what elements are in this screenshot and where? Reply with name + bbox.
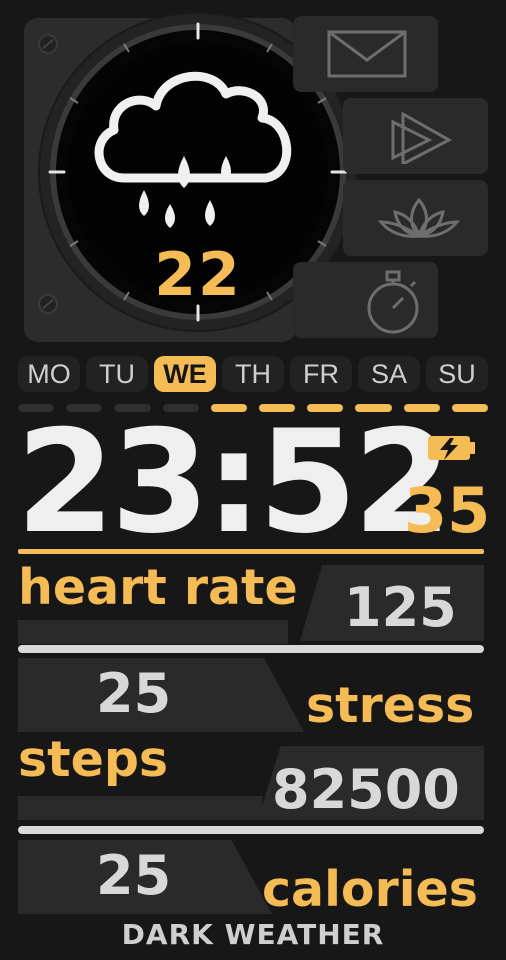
battery-charging-icon	[428, 436, 475, 460]
day-mo: MO	[18, 356, 80, 392]
heart-rate-band	[300, 565, 484, 641]
weekday-strip: MO TU WE TH FR SA SU	[18, 356, 488, 396]
clock-time: 23:52	[16, 400, 452, 565]
dash	[18, 404, 55, 412]
weather-plate	[24, 18, 296, 342]
separator	[18, 826, 484, 834]
progress-dashes	[18, 404, 489, 418]
meditation-button[interactable]	[343, 180, 488, 256]
stopwatch-button[interactable]	[293, 262, 438, 338]
steps-lower-band	[18, 796, 262, 820]
calories-band	[18, 840, 272, 914]
messages-button[interactable]	[293, 16, 438, 92]
dash	[114, 404, 151, 412]
lotus-icon	[377, 197, 461, 239]
dash-active	[403, 404, 440, 412]
stress-band	[18, 658, 304, 732]
heart-rate-value[interactable]: 125	[344, 576, 457, 639]
day-tu: TU	[86, 356, 148, 392]
clock-seconds: 35	[404, 474, 491, 547]
screw-bottom-icon	[38, 294, 58, 314]
heart-rate-lower-band	[18, 620, 288, 644]
steps-label: steps	[18, 731, 169, 788]
watchface-brand: DARK WEATHER	[121, 918, 385, 951]
dash-active	[259, 404, 296, 412]
day-sa: SA	[358, 356, 420, 392]
day-fr: FR	[290, 356, 352, 392]
heart-rate-label: heart rate	[18, 559, 298, 616]
steps-value[interactable]: 82500	[272, 758, 460, 821]
screw-top-icon	[38, 34, 58, 54]
stress-label: stress	[306, 677, 475, 734]
steps-band	[258, 746, 484, 820]
day-su: SU	[426, 356, 488, 392]
dash-active	[451, 404, 489, 412]
dash-active	[307, 404, 344, 412]
calories-value[interactable]: 25	[96, 844, 172, 907]
day-th: TH	[222, 356, 284, 392]
music-button[interactable]	[343, 98, 488, 174]
dash-active	[210, 404, 248, 412]
dash	[66, 404, 103, 412]
dash-active	[355, 404, 392, 412]
envelope-icon	[327, 30, 407, 78]
stress-value[interactable]: 25	[96, 662, 172, 725]
stopwatch-icon	[367, 270, 419, 334]
day-we-current: WE	[154, 356, 216, 392]
calories-label: calories	[262, 861, 478, 918]
separator	[18, 645, 484, 653]
play-icon	[391, 111, 453, 164]
dash	[162, 404, 199, 412]
time-underline	[18, 549, 484, 554]
